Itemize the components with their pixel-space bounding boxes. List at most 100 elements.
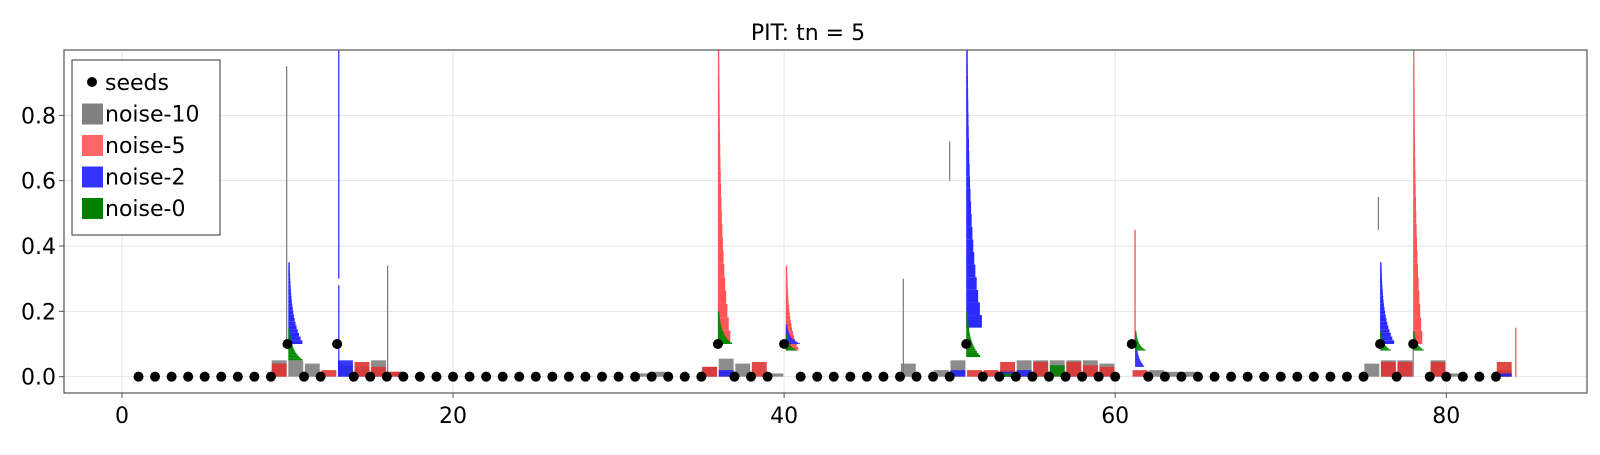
y-tick-label: 0.6 [21, 170, 56, 195]
seed-point [1292, 371, 1303, 382]
distribution-step [785, 300, 789, 305]
distribution-step [785, 329, 789, 331]
seed-point [1441, 371, 1452, 382]
distribution-step [785, 337, 793, 339]
bar-noise-10 [1182, 371, 1198, 377]
seed-point [282, 339, 293, 349]
distribution-step [785, 338, 793, 340]
distribution-step [1135, 360, 1141, 362]
bar-noise-5 [1033, 361, 1049, 377]
distribution-step [966, 87, 969, 101]
seed-point [1275, 371, 1286, 382]
bar-noise-10 [1165, 371, 1181, 377]
seed-point [216, 371, 227, 382]
distribution-step [717, 326, 722, 328]
distribution-step [717, 223, 723, 238]
distribution-step [717, 130, 721, 144]
seed-point [944, 371, 955, 382]
legend-label: noise-0 [105, 197, 185, 222]
seed-point [696, 371, 707, 382]
seed-point [133, 371, 144, 382]
distribution-noise-5 [717, 50, 731, 344]
distribution-step [717, 250, 724, 264]
distribution-step [717, 314, 720, 316]
distribution-step [717, 63, 720, 77]
seed-point [1192, 371, 1203, 382]
distribution-step [717, 290, 727, 304]
distribution-step [1380, 349, 1391, 351]
seed-point [746, 371, 757, 382]
bar-noise-2 [950, 370, 966, 377]
distribution-step [1135, 364, 1144, 366]
distribution-noise-2 [966, 50, 982, 328]
seed-point [712, 339, 723, 349]
distribution-step [1135, 348, 1145, 350]
distribution-step [288, 295, 292, 300]
seed-point [547, 371, 558, 382]
x-tick-label: 20 [439, 404, 467, 429]
distribution-step [1413, 223, 1417, 238]
seed-point [332, 339, 343, 349]
seed-point [779, 339, 790, 349]
distribution-step [966, 338, 972, 341]
distribution-step [966, 214, 972, 227]
seed-point [994, 371, 1005, 382]
bar-noise-5 [702, 366, 718, 377]
seed-point [977, 371, 988, 382]
distribution-step [288, 348, 294, 350]
distribution-step [288, 340, 303, 344]
distribution-step [966, 317, 969, 320]
bar-noise-10 [635, 373, 651, 377]
distribution-step [785, 339, 788, 341]
seed-point [265, 371, 276, 382]
distribution-step [1135, 338, 1138, 340]
distribution-step [966, 113, 969, 126]
distribution-step [1413, 116, 1415, 131]
distribution-step [1413, 333, 1415, 335]
bar-noise-5 [371, 366, 386, 377]
seed-point [1226, 371, 1237, 382]
legend-label: noise-10 [105, 103, 199, 128]
distribution-step [1135, 336, 1138, 338]
distribution-step [785, 334, 788, 336]
distribution-step [288, 303, 293, 307]
distribution-step [1380, 280, 1383, 285]
distribution-step [785, 325, 788, 327]
seed-point [729, 371, 740, 382]
distribution-step [785, 335, 791, 337]
distribution-step [1135, 349, 1146, 351]
distribution-step [1380, 318, 1387, 322]
distribution-step [785, 284, 788, 289]
distribution-step [1380, 348, 1390, 350]
seed-point [1209, 371, 1220, 382]
seed-point [961, 339, 972, 349]
distribution-step [966, 354, 981, 358]
distribution-step [717, 183, 722, 197]
distribution-step [1413, 156, 1416, 171]
distribution-step [717, 312, 720, 315]
distribution-step [966, 201, 972, 215]
distribution-step [966, 350, 977, 353]
distribution-step [1135, 345, 1141, 347]
plot-layer [133, 50, 1517, 382]
distribution-step [717, 317, 720, 319]
distribution-step [288, 284, 291, 289]
distribution-step [1135, 356, 1139, 358]
seed-point [414, 371, 425, 382]
distribution-step [717, 303, 728, 318]
distribution-step [1413, 277, 1419, 291]
distribution-step [1413, 183, 1416, 197]
distribution-step [1380, 310, 1386, 315]
bar-noise-10 [652, 371, 668, 377]
distribution-step [288, 266, 290, 270]
distribution-noise-2 [1380, 262, 1395, 344]
distribution-step [966, 346, 975, 349]
distribution-step [966, 75, 968, 88]
distribution-step [966, 334, 971, 337]
distribution-step [966, 50, 968, 63]
distribution-step [785, 337, 788, 338]
distribution-step [785, 331, 789, 333]
seed-point [1358, 371, 1369, 382]
distribution-step [1380, 262, 1382, 267]
distribution-step [785, 281, 788, 285]
